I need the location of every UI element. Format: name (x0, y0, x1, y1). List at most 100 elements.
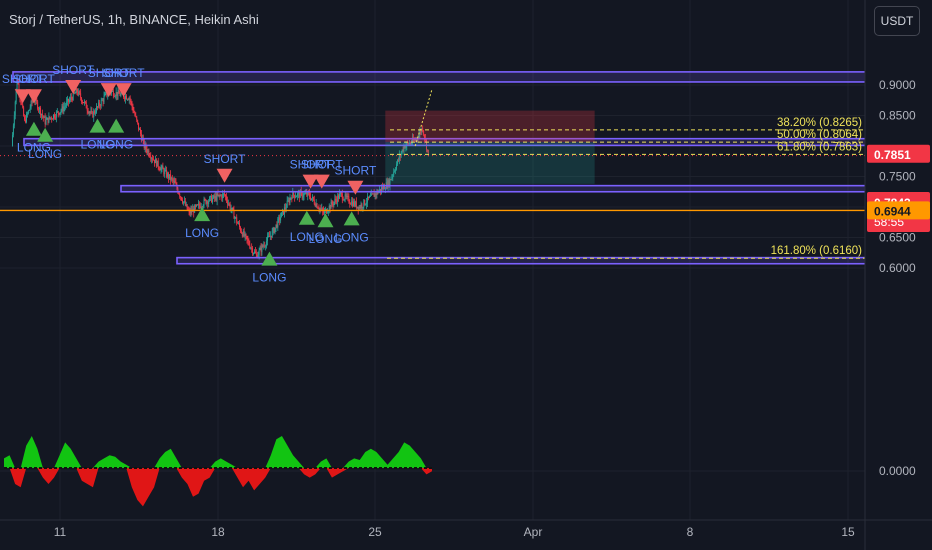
candle-body (67, 98, 69, 102)
candle-body (71, 98, 73, 101)
currency-button[interactable]: USDT (874, 6, 920, 36)
candle-body (113, 96, 115, 98)
candle-body (207, 201, 209, 204)
candle-body (252, 248, 254, 254)
candle-body (400, 152, 402, 157)
candle-body (343, 199, 345, 201)
short-signal-label: SHORT (13, 72, 55, 86)
candle-body (382, 185, 384, 189)
candle-body (245, 233, 247, 236)
price-tags: 0.78510.784358:550.6944 (867, 144, 930, 232)
candle-body (140, 133, 142, 141)
candle-body (420, 130, 422, 133)
candle-body (392, 175, 394, 177)
candle-body (346, 195, 348, 197)
candle-body (236, 217, 238, 223)
long-signal-marker (194, 207, 211, 222)
candle-body (304, 193, 306, 195)
candle-body (183, 201, 185, 203)
candle-body (56, 111, 58, 113)
candle-body (334, 198, 336, 203)
candle-body (367, 196, 369, 203)
candle-body (418, 134, 420, 139)
candle-body (241, 233, 243, 237)
candle-body (320, 208, 322, 210)
candle-body (63, 107, 65, 112)
candle-body (117, 90, 119, 97)
candle-body (365, 204, 367, 206)
candle-body (202, 205, 204, 208)
price-axis[interactable]: 0.9000 0.8500 0.7500 0.6500 0.6000 0.0000 (864, 0, 932, 550)
candle-body (60, 110, 62, 113)
candle-body (131, 102, 133, 107)
long-signal-label: LONG (290, 230, 324, 244)
candle-body (248, 240, 250, 245)
short-signal-label: SHORT (88, 66, 130, 80)
candle-body (198, 203, 200, 206)
candle-body (40, 113, 42, 116)
candle-body (409, 142, 411, 145)
candle-body (38, 108, 40, 110)
candle-body (23, 107, 25, 116)
candle-body (200, 206, 202, 208)
candle-body (290, 197, 292, 199)
candle-body (228, 203, 230, 205)
candle-body (284, 207, 286, 209)
candle-body (353, 201, 354, 207)
candle-body (408, 142, 410, 145)
candle-body (119, 93, 121, 96)
candle-body (387, 180, 389, 188)
level-price-tag-bg (867, 201, 930, 220)
candle-body (215, 195, 217, 201)
candle-body (118, 90, 120, 94)
candle-body (322, 208, 324, 211)
candle-body (426, 149, 428, 151)
candle-body (355, 201, 357, 208)
candle-body (277, 218, 279, 228)
candle-body (29, 107, 31, 110)
position-tool[interactable] (385, 110, 595, 184)
candle-body (160, 167, 162, 171)
candle-body (41, 113, 43, 116)
candle-body (354, 201, 355, 206)
candle-body (172, 179, 174, 182)
candle-body (251, 247, 253, 249)
candle-body (350, 203, 352, 205)
candle-body (24, 115, 26, 120)
candle-body (237, 222, 239, 224)
candle-body (221, 195, 223, 199)
candle-body (261, 245, 263, 252)
candle-body (374, 193, 376, 197)
candle-body (87, 110, 89, 113)
candle-body (272, 228, 274, 231)
candle-body (59, 112, 61, 115)
candle-body (357, 206, 359, 210)
candle-body (104, 93, 106, 97)
candle-body (21, 102, 23, 105)
long-signal-label: LONG (252, 271, 286, 285)
candle-body (165, 170, 167, 172)
candle-body (268, 235, 269, 237)
candle-body (217, 194, 219, 196)
candle-body (345, 194, 347, 197)
long-signal-marker (298, 210, 315, 225)
candle-body (70, 97, 72, 99)
last-price-tag-bg (867, 144, 930, 163)
candle-body (232, 207, 234, 210)
candle-body (254, 251, 256, 254)
candle-body (414, 139, 416, 141)
candle-body (181, 197, 183, 201)
candle-body (354, 201, 356, 206)
time-axis[interactable]: 11 18 25 Apr 8 15 (0, 519, 932, 539)
candle-body (359, 206, 361, 209)
candle-body (88, 112, 90, 114)
long-signal-marker (37, 127, 54, 142)
candle-body (286, 200, 288, 208)
candle-body (224, 193, 226, 195)
candle-body (16, 80, 18, 89)
candle-body (362, 207, 364, 209)
candle-body (303, 193, 305, 197)
price-tick-label: 0.9000 (879, 78, 916, 92)
candle-body (75, 88, 77, 94)
